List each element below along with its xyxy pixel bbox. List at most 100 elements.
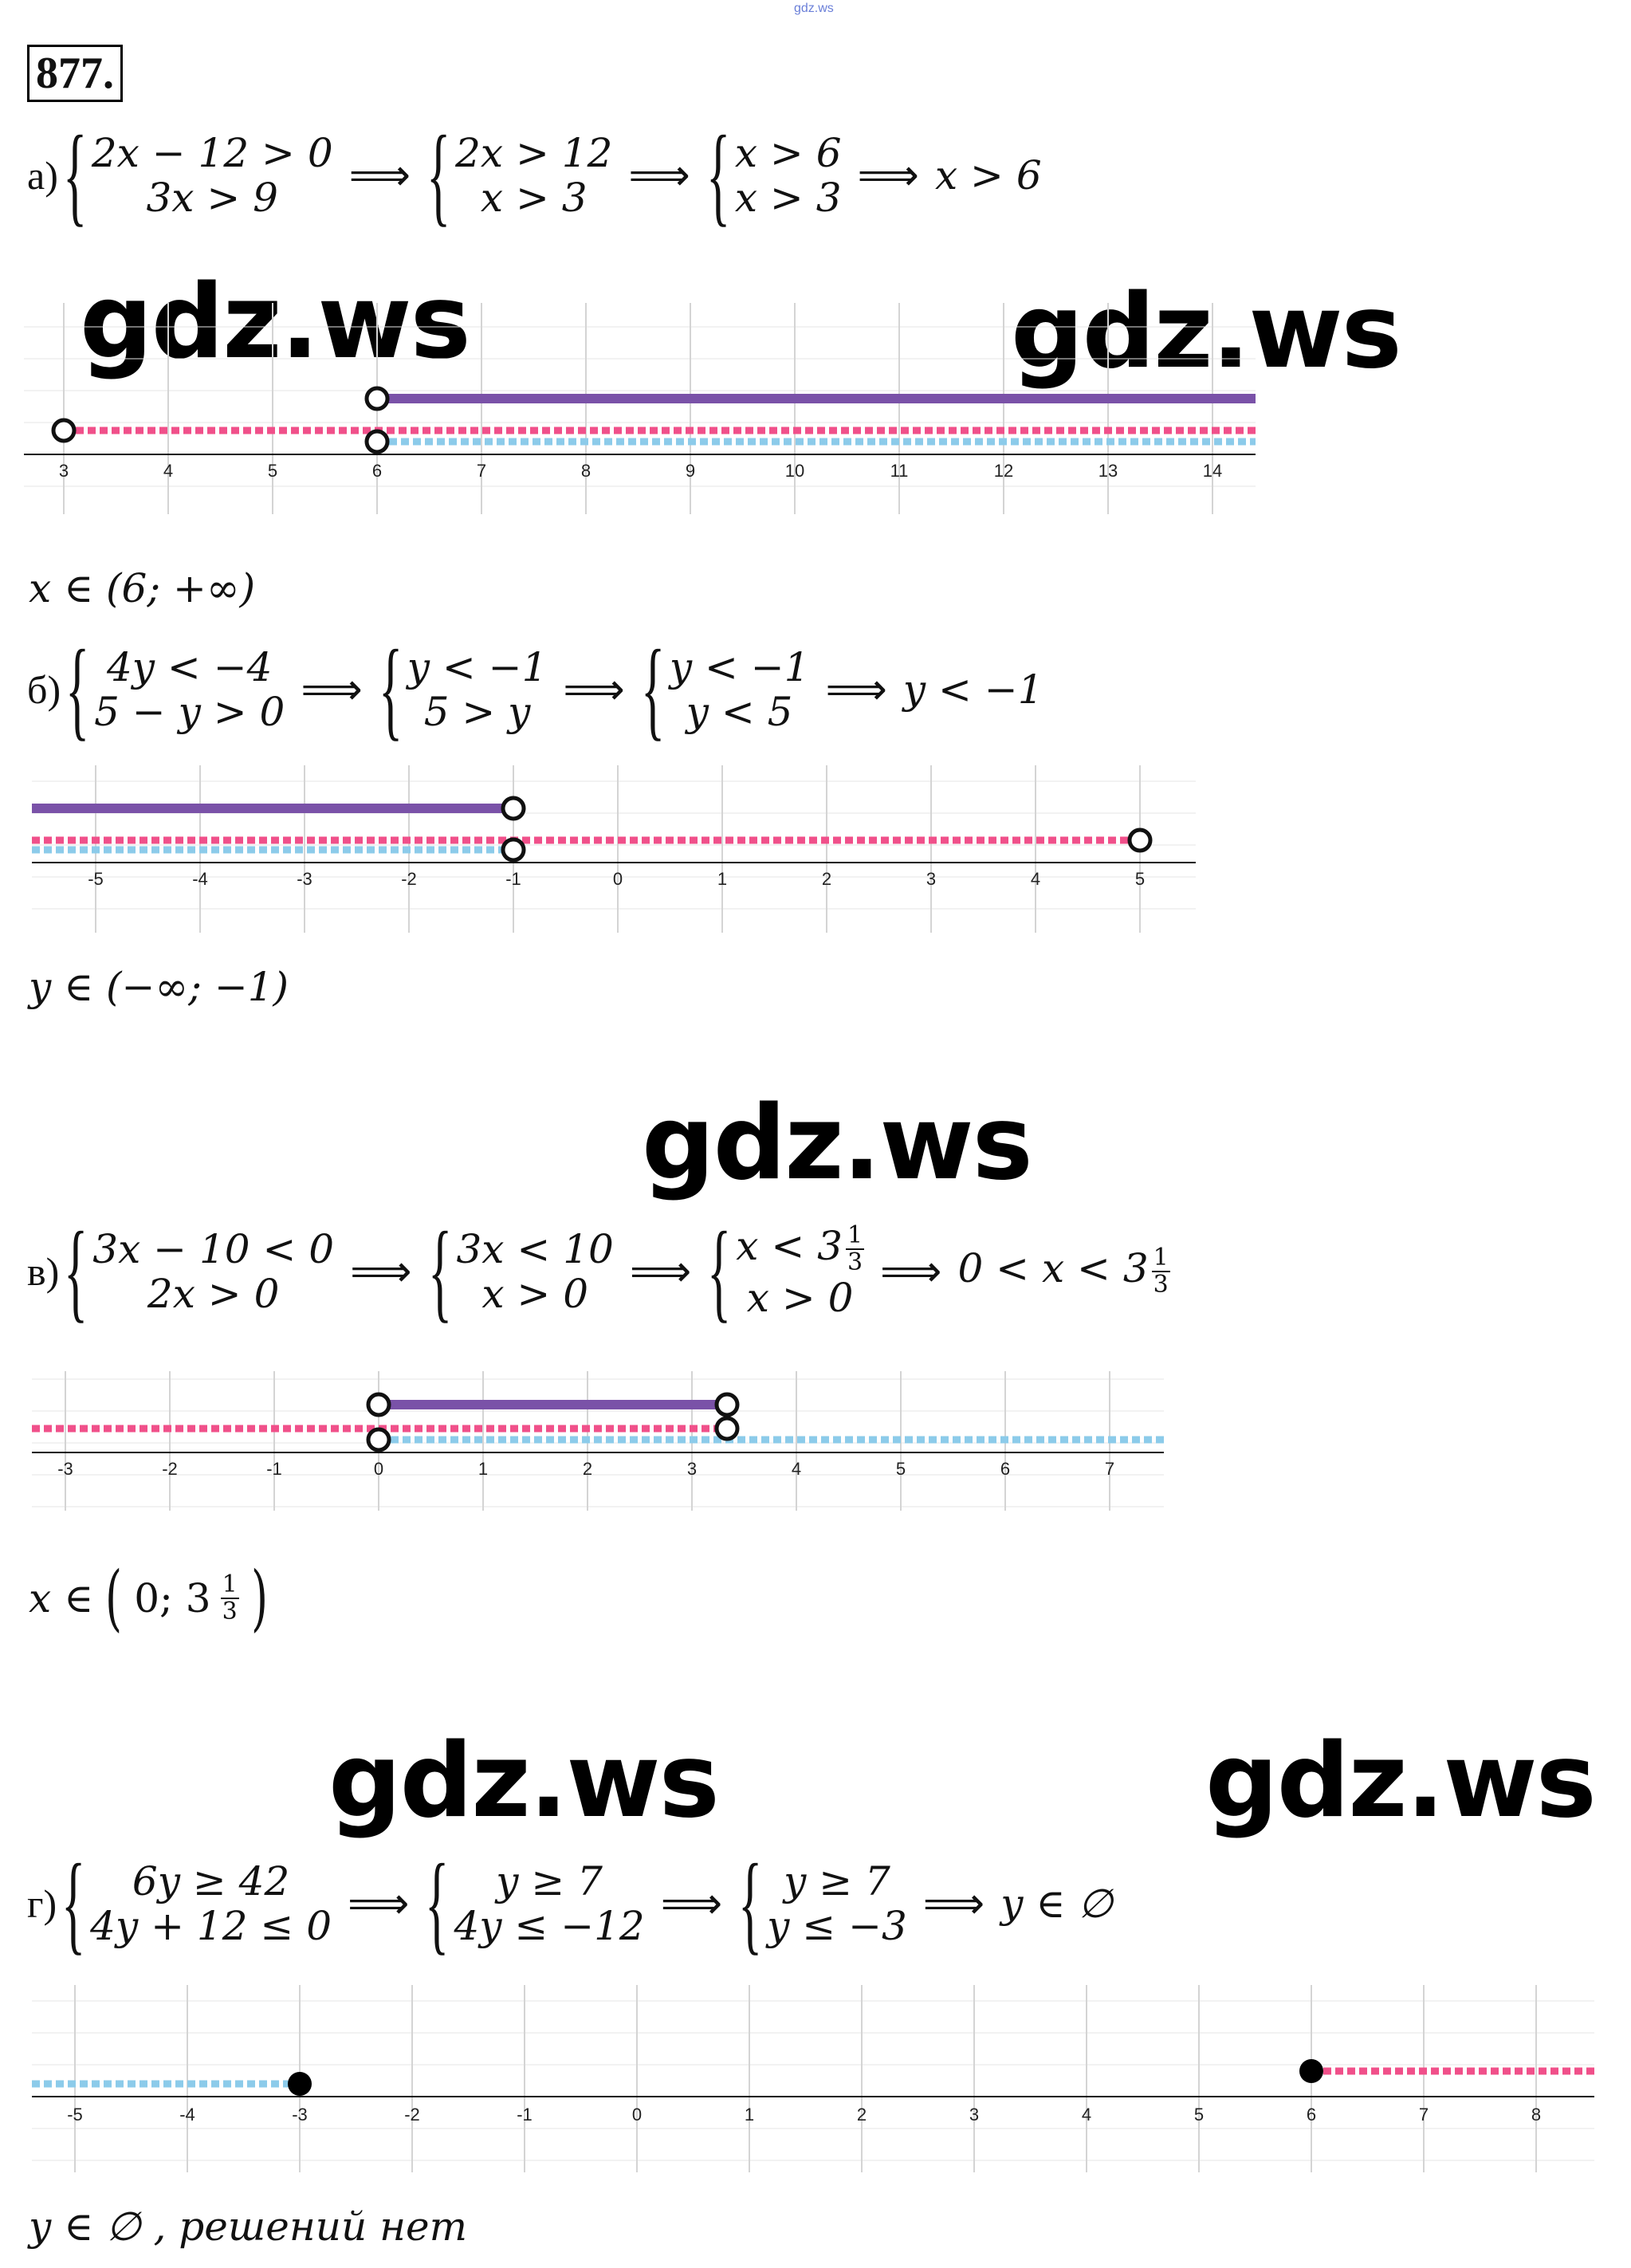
part-g-system-1: 6y ≥ 42 4y + 12 ≤ 0 (90, 1859, 332, 1948)
watermark: gdz.ws (642, 1084, 1033, 1203)
tick-label: 5 (1135, 869, 1145, 889)
answer-interval: 0; 3 (134, 1575, 211, 1621)
brace: { (64, 1209, 88, 1333)
open-point (714, 1416, 740, 1441)
implies-arrow: ⟹ (880, 1246, 942, 1296)
part-g-label: г) (27, 1881, 57, 1926)
brace: { (705, 113, 731, 237)
implies-arrow: ⟹ (301, 664, 363, 714)
tick-label: 13 (1098, 461, 1118, 481)
tick-label: 12 (994, 461, 1013, 481)
open-point (366, 1427, 391, 1452)
close-paren: ) (250, 1556, 268, 1640)
part-a-answer: x ∈ (6; +∞) (29, 565, 256, 611)
system-line: x > 0 (481, 1271, 589, 1317)
result-text: 0 < x < 3 (957, 1245, 1149, 1291)
tick-label: -5 (88, 869, 104, 889)
system-line: 2x − 12 > 0 (91, 130, 333, 176)
tick-label: -2 (401, 869, 417, 889)
fraction-numerator: 1 (845, 1221, 865, 1250)
open-point (1127, 827, 1153, 853)
grid (32, 780, 1196, 910)
brace: { (425, 1842, 450, 1965)
tick-label: -4 (179, 2105, 195, 2125)
open-point (364, 429, 390, 454)
system-line: 4y < −4 (106, 644, 273, 690)
tick-label: 14 (1203, 461, 1222, 481)
fraction-denominator: 3 (1153, 1271, 1169, 1299)
system-line: y ≤ −3 (767, 1903, 907, 1949)
tick-label: 2 (583, 1459, 592, 1479)
tick-label: 8 (581, 461, 591, 481)
tick-label: -1 (266, 1459, 282, 1479)
tick-label: 11 (890, 461, 909, 481)
system-line: 3x − 10 < 0 (92, 1226, 335, 1272)
implies-arrow: ⟹ (825, 664, 887, 714)
tick-label: 6 (372, 461, 382, 481)
tick-label: 7 (1419, 2105, 1429, 2125)
brace: { (61, 1842, 86, 1965)
part-a-label: а) (27, 153, 58, 198)
part-b-answer: y ∈ (−∞; −1) (29, 964, 289, 1010)
implies-arrow: ⟹ (563, 664, 625, 714)
watermark: gdz.ws (328, 1722, 720, 1841)
tick-label: -5 (67, 2105, 83, 2125)
part-b-result: y < −1 (902, 666, 1043, 713)
tick-label: 3 (59, 461, 69, 481)
part-b-label: б) (27, 667, 61, 712)
tick-label: 0 (632, 2105, 642, 2125)
tick-label: 0 (374, 1459, 383, 1479)
part-b-system-2: y < −1 5 > y (407, 645, 548, 734)
answer-prefix: x ∈ (29, 1575, 94, 1621)
tick-label: 1 (717, 869, 727, 889)
brace: { (640, 627, 666, 751)
tick-label: 5 (268, 461, 277, 481)
tick-label: 3 (926, 869, 936, 889)
tick-label: 8 (1531, 2105, 1541, 2125)
watermark: gdz.ws (1205, 1722, 1597, 1841)
implies-arrow: ⟹ (629, 1246, 692, 1296)
tick-label: 3 (969, 2105, 979, 2125)
tick-label: -2 (404, 2105, 420, 2125)
grid-major (63, 303, 1213, 514)
system-line: 6y ≥ 42 (132, 1858, 290, 1904)
part-a-result: x > 6 (934, 152, 1042, 198)
part-b-equation: б) { 4y < −4 5 − y > 0 ⟹ { y < −1 5 > y ⟹ … (27, 634, 1043, 745)
grid (24, 326, 1256, 487)
system-line-text: x < 3 (736, 1223, 843, 1269)
part-g-number-line: -5 -4 -3 -2 -1 0 1 2 3 4 5 6 7 8 (32, 1985, 1594, 2172)
part-b-number-line: -5 -4 -3 -2 -1 0 1 2 3 4 5 (32, 765, 1196, 933)
fraction-numerator: 1 (220, 1570, 239, 1599)
open-point (714, 1392, 740, 1417)
tick-label: 7 (477, 461, 486, 481)
part-g-result: y ∈ ∅ (1000, 1881, 1113, 1927)
tick-label: 4 (792, 1459, 801, 1479)
closed-point (288, 2072, 312, 2096)
part-v-number-line: -3 -2 -1 0 1 2 3 4 5 6 7 (32, 1371, 1164, 1511)
system-line: 4y ≤ −12 (454, 1903, 645, 1949)
tick-label: -4 (192, 869, 208, 889)
brace: { (378, 627, 403, 751)
tick-label: -2 (162, 1459, 178, 1479)
fraction-denominator: 3 (222, 1598, 238, 1625)
tick-label: 3 (687, 1459, 697, 1479)
system-line: y < 5 (686, 689, 793, 735)
tick-label: 5 (1194, 2105, 1204, 2125)
system-line: 2x > 12 (455, 130, 613, 176)
system-line: y < −1 (407, 644, 548, 690)
open-point (501, 837, 526, 863)
tick-labels: -5 -4 -3 -2 -1 0 1 2 3 4 5 6 7 8 (67, 2105, 1541, 2125)
system-line: 5 > y (423, 689, 531, 735)
tick-label: -3 (292, 2105, 308, 2125)
open-point (366, 1392, 391, 1417)
tick-label: -3 (57, 1459, 73, 1479)
tick-label: 10 (785, 461, 804, 481)
tick-label: 1 (745, 2105, 754, 2125)
system-line: x > 3 (734, 175, 842, 221)
part-a-system-1: 2x − 12 > 0 3x > 9 (92, 131, 333, 220)
open-point (51, 418, 77, 443)
